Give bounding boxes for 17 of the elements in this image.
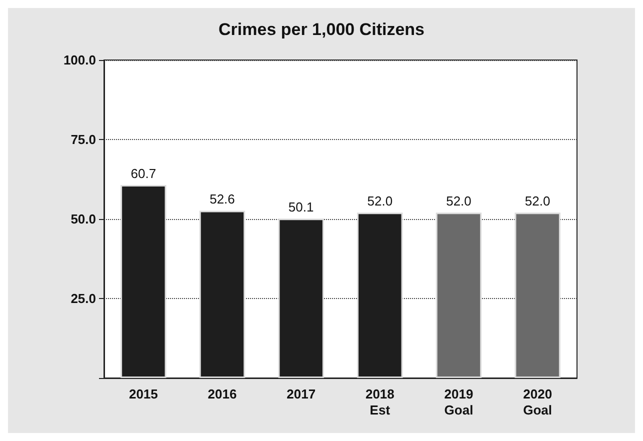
x-tick-label: 2019 Goal [444, 386, 474, 418]
chart-title: Crimes per 1,000 Citizens [218, 20, 424, 39]
x-tick-label: 2020 Goal [523, 386, 552, 418]
y-tick-label: 25.0 [70, 291, 96, 306]
x-tick-label: 2017 [286, 386, 316, 402]
y-tick-label: 75.0 [70, 132, 96, 147]
x-tick-label: 2018 Est [365, 386, 394, 418]
data-label: 60.7 [130, 166, 156, 181]
x-tick-label: 2015 [128, 386, 158, 402]
y-tick-label: 100.0 [63, 52, 96, 68]
data-label: 52.0 [524, 194, 550, 209]
y-tick-label: 50.0 [70, 212, 96, 226]
data-label: 52.0 [367, 194, 393, 209]
data-label: 52.0 [446, 194, 472, 209]
x-tick-label: 2016 [208, 386, 237, 402]
data-label: 52.6 [210, 192, 235, 207]
data-label: 50.1 [288, 200, 314, 215]
